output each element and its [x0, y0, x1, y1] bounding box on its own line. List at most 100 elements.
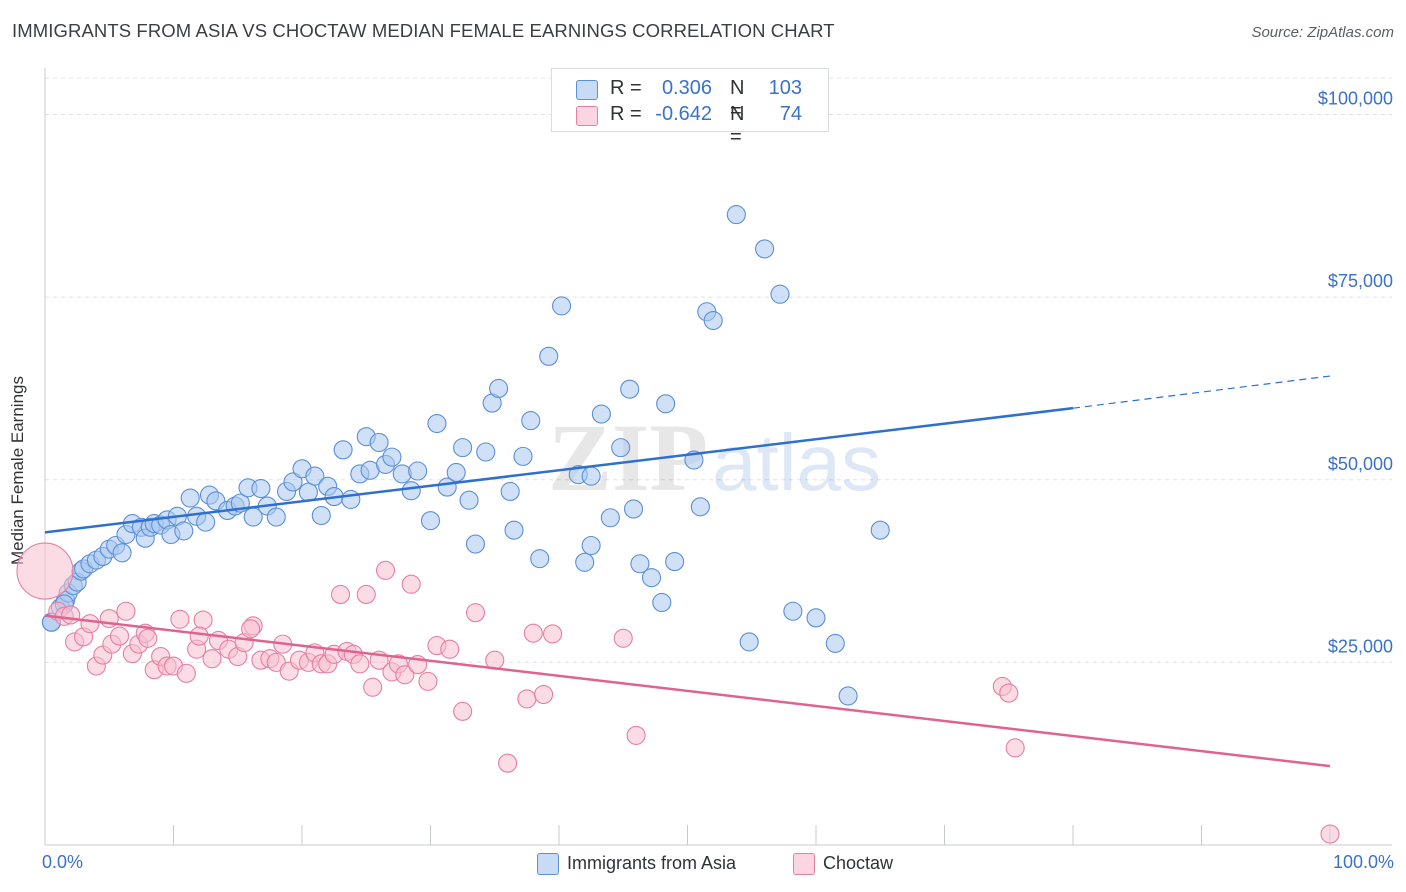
choctaw-point	[523, 623, 543, 643]
asia-point	[611, 438, 631, 458]
asia-point	[656, 394, 676, 414]
choctaw-legend-swatch	[793, 853, 815, 875]
axes	[44, 68, 1392, 846]
asia-point	[521, 411, 541, 431]
choctaw-point	[534, 684, 554, 705]
asia-point	[665, 552, 685, 572]
asia-point	[401, 481, 421, 501]
asia-point	[305, 466, 325, 486]
source-label: Source: ZipAtlas.com	[1251, 24, 1394, 41]
choctaw-point	[80, 614, 100, 634]
stats-legend: R = 0.306 N = 103 R = -0.642 N = 74	[551, 68, 829, 148]
choctaw-swatch	[576, 106, 598, 126]
asia-point	[427, 413, 447, 434]
n-value: 103	[768, 77, 802, 99]
asia-point	[333, 440, 353, 460]
choctaw-point	[1005, 738, 1025, 758]
asia-point	[726, 205, 746, 225]
asia-point	[581, 535, 601, 556]
asia-point	[112, 543, 132, 563]
choctaw-point	[330, 584, 351, 604]
x-tick-max: 100.0%	[1332, 852, 1394, 872]
series-choctaw	[16, 542, 1340, 844]
legend-label-choctaw: Choctaw	[823, 853, 894, 873]
asia-point	[739, 632, 759, 652]
asia-point	[581, 466, 601, 486]
chart-title: IMMIGRANTS FROM ASIA VS CHOCTAW MEDIAN F…	[12, 20, 835, 41]
asia-point	[652, 592, 672, 613]
asia-point	[489, 378, 509, 399]
r-value: 0.306	[661, 77, 712, 99]
watermark: ZIP atlas	[548, 404, 881, 511]
choctaw-point	[138, 628, 158, 648]
asia-point	[623, 499, 644, 519]
choctaw-point	[363, 677, 383, 697]
r-value: -0.642	[655, 103, 712, 125]
legend-label-asia: Immigrants from Asia	[567, 853, 737, 873]
asia-point	[539, 346, 559, 366]
asia-point	[591, 404, 611, 424]
asia-point	[476, 442, 496, 462]
asia-point	[690, 497, 710, 517]
choctaw-point	[453, 701, 473, 721]
choctaw-point	[375, 560, 396, 580]
asia-point	[392, 464, 412, 484]
y-tick-label: $50,000	[1328, 454, 1393, 474]
asia-point	[266, 507, 286, 527]
choctaw-point	[109, 626, 130, 646]
asia-legend-swatch	[537, 853, 559, 875]
choctaw-point	[999, 683, 1019, 703]
choctaw-point	[465, 603, 486, 623]
asia-point	[770, 284, 790, 304]
choctaw-point	[401, 574, 421, 594]
choctaw-trend-line	[44, 614, 1331, 768]
asia-point	[283, 472, 303, 492]
asia-point	[500, 481, 520, 501]
series-asia	[41, 205, 890, 706]
asia-point	[838, 686, 858, 706]
choctaw-point	[350, 654, 370, 674]
asia-point	[369, 432, 389, 453]
asia-point	[513, 446, 533, 466]
asia-point	[825, 633, 845, 653]
asia-point	[453, 438, 473, 458]
choctaw-point	[1320, 824, 1340, 844]
asia-point	[630, 554, 650, 574]
asia-point	[420, 511, 441, 531]
choctaw-point	[116, 601, 136, 621]
gridlines	[45, 77, 1392, 663]
choctaw-point	[241, 619, 261, 639]
asia-point	[251, 478, 271, 499]
asia-point	[600, 508, 620, 528]
x-tick-min: 0.0%	[42, 852, 84, 872]
asia-point	[806, 608, 826, 628]
r-label: R =	[610, 77, 642, 99]
asia-point	[641, 568, 662, 588]
choctaw-point	[395, 665, 415, 685]
choctaw-point	[170, 609, 190, 629]
asia-point	[382, 447, 402, 467]
choctaw-point	[356, 584, 376, 604]
choctaw-point	[202, 649, 222, 669]
asia-point	[530, 549, 550, 569]
asia-point	[341, 489, 361, 510]
watermark-atlas: atlas	[712, 418, 881, 507]
series-layer	[16, 205, 1340, 844]
y-tick-label: $100,000	[1318, 89, 1393, 109]
trend-layer	[44, 375, 1331, 768]
choctaw-point	[176, 663, 196, 683]
choctaw-point	[613, 628, 633, 648]
choctaw-point	[543, 624, 563, 644]
asia-point	[465, 534, 486, 554]
asia-point	[311, 506, 331, 526]
asia-point	[298, 482, 318, 502]
n-label: N =	[730, 77, 745, 122]
choctaw-point	[626, 725, 646, 745]
asia-point	[180, 488, 200, 508]
asia-point	[408, 461, 428, 481]
watermark-zip: ZIP	[548, 404, 708, 511]
y-tick-label: $25,000	[1328, 636, 1393, 656]
asia-point	[504, 520, 524, 540]
asia-point	[620, 379, 640, 399]
